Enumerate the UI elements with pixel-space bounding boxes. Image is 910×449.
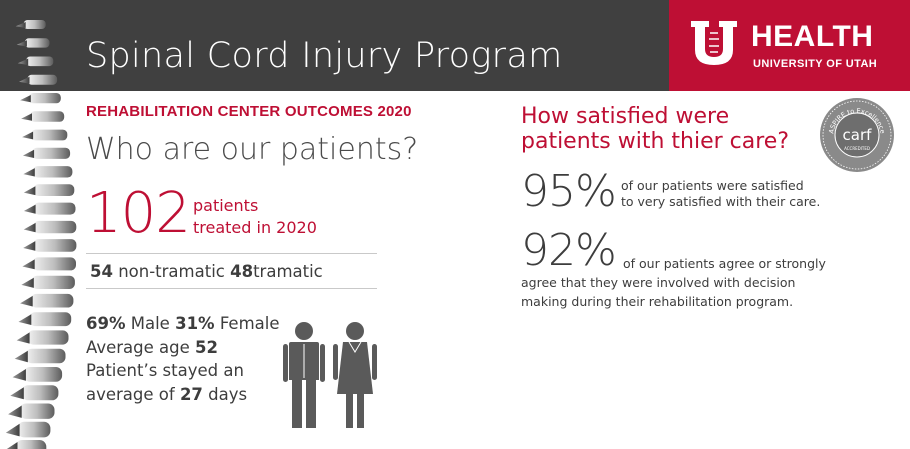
spine-process	[22, 149, 35, 158]
spine-vertebra	[30, 293, 74, 308]
stay-unit: days	[208, 384, 248, 404]
stay-prefix: average of	[86, 384, 175, 404]
patients-count: 102	[86, 181, 191, 246]
involved-text-line-3: making during their rehabilitation progr…	[521, 294, 794, 309]
stay-line-2: average of 27 days	[86, 383, 280, 407]
patients-caption: patients treated in 2020	[193, 195, 317, 239]
section-heading: Who are our patients?	[86, 132, 419, 167]
spine-vertebra	[33, 184, 75, 196]
spine-process	[22, 259, 35, 270]
stay-value: 27	[179, 384, 203, 404]
spine-process	[16, 332, 30, 344]
spine-process	[16, 40, 27, 47]
female-percent: 31%	[175, 314, 215, 333]
spine-illustration-icon	[5, 20, 77, 449]
demographics-block: 69% Male 31% Female Average age 52 Patie…	[86, 312, 280, 406]
spine-process	[23, 241, 36, 251]
spine-process	[5, 423, 20, 437]
spine-vertebra	[21, 385, 59, 401]
spine-vertebra	[28, 93, 61, 104]
non-traumatic-count: 54	[90, 262, 113, 281]
spine-vertebra	[33, 202, 76, 215]
satisfied-text: of our patients were satisfied to very s…	[621, 178, 820, 210]
spine-process	[8, 405, 22, 418]
spine-process	[21, 277, 34, 288]
involved-text-line-2: agree that they were involved with decis…	[521, 275, 796, 290]
spine-process	[19, 76, 30, 84]
traumatic-count: 48	[230, 262, 254, 281]
spine-vertebra	[27, 330, 69, 345]
header-bar: Spinal Cord Injury Program HEALTH UNIVER…	[0, 0, 910, 91]
satisfied-text-line-1: of our patients were satisfied	[621, 178, 804, 193]
female-label: Female	[219, 314, 280, 333]
spine-process	[20, 295, 33, 307]
spine-process	[23, 186, 36, 196]
spine-process	[20, 95, 31, 103]
involved-text: of our patients agree or strongly agree …	[521, 254, 826, 311]
spine-process	[10, 387, 24, 400]
involved-text-line-1: of our patients agree or strongly	[623, 256, 826, 271]
spine-vertebra	[17, 421, 51, 438]
spine-vertebra	[25, 348, 66, 364]
spine-vertebra	[33, 220, 77, 234]
spine-vertebra	[27, 74, 58, 85]
age-label: Average age	[86, 337, 190, 357]
spine-process	[23, 204, 36, 214]
carf-accredited: ACCREDITED	[844, 146, 870, 151]
spine-process	[21, 113, 32, 121]
spine-process	[23, 222, 36, 233]
stay-line-1: Patient’s stayed an	[86, 361, 244, 380]
spine-vertebra	[29, 312, 72, 327]
spine-vertebra	[19, 403, 55, 419]
spine-process	[17, 58, 29, 66]
spine-vertebra	[32, 147, 71, 159]
non-traumatic-label: non-tramatic	[118, 262, 225, 281]
spine-process	[18, 314, 32, 325]
satisfied-text-line-2: to very satisfied with their care.	[621, 194, 821, 209]
satisfaction-title-line-1: How satisfied were	[521, 104, 730, 129]
female-person-icon	[333, 322, 377, 428]
spine-vertebra	[32, 257, 76, 271]
spine-process	[22, 131, 34, 140]
satisfied-percent: 95%	[521, 166, 617, 217]
satisfaction-title-line-2: patients with thier care?	[521, 129, 790, 154]
gender-line: 69% Male 31% Female	[86, 312, 280, 336]
page-title: Spinal Cord Injury Program	[86, 36, 563, 76]
spine-process	[12, 369, 26, 381]
spine-process	[6, 442, 18, 449]
spine-vertebra	[33, 239, 77, 252]
logo-university-name: UNIVERSITY OF UTAH	[753, 58, 878, 70]
involved-percent: 92%	[521, 225, 617, 276]
age-value: 52	[195, 337, 218, 357]
spine-vertebra	[23, 367, 63, 382]
spine-vertebra	[32, 166, 73, 178]
spine-vertebra	[26, 56, 54, 67]
spine-vertebra	[24, 38, 50, 48]
divider-line	[86, 288, 377, 289]
spine-vertebra	[23, 20, 46, 29]
carf-seal-icon: ASPIRE to Excellence carf ACCREDITED	[820, 98, 894, 172]
spine-vertebra	[15, 440, 47, 449]
spine-vertebra	[30, 111, 65, 122]
spine-vertebra	[31, 129, 68, 141]
traumatic-label: tramatic	[253, 262, 323, 281]
spine-process	[14, 350, 28, 363]
section-kicker: REHABILITATION CENTER OUTCOMES 2020	[86, 103, 412, 120]
male-label: Male	[130, 314, 170, 333]
male-percent: 69%	[86, 314, 126, 333]
university-u-logo-icon	[691, 21, 737, 65]
male-person-icon	[283, 322, 325, 428]
university-health-logo: HEALTH UNIVERSITY OF UTAH	[669, 0, 910, 91]
spine-process	[15, 22, 26, 28]
carf-word: carf	[843, 126, 873, 144]
injury-breakdown: 54 non-tramatic 48tramatic	[90, 262, 323, 281]
logo-health-word: HEALTH	[751, 20, 874, 53]
satisfaction-title: How satisfied were patients with thier c…	[521, 104, 789, 154]
spine-process	[23, 168, 35, 177]
patients-caption-line-2: treated in 2020	[193, 218, 317, 237]
spine-vertebra	[31, 275, 75, 289]
divider-line	[86, 253, 377, 254]
age-line: Average age 52	[86, 336, 280, 360]
patients-caption-line-1: patients	[193, 196, 259, 215]
